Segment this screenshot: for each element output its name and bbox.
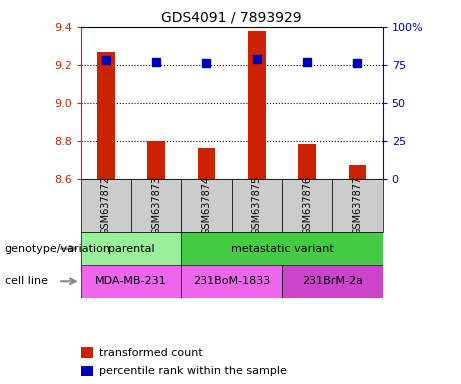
Text: parental: parental [108, 243, 154, 254]
Bar [181, 265, 282, 298]
Bar [148, 141, 165, 179]
Point [354, 60, 361, 66]
Title: GDS4091 / 7893929: GDS4091 / 7893929 [161, 10, 302, 24]
Text: cell line: cell line [5, 276, 47, 286]
Text: 231BoM-1833: 231BoM-1833 [193, 276, 270, 286]
Bar [298, 144, 316, 179]
Text: GSM637873: GSM637873 [151, 176, 161, 235]
Text: GSM637877: GSM637877 [353, 176, 362, 235]
Bar [131, 179, 181, 232]
Point [153, 59, 160, 65]
Bar [282, 179, 332, 232]
Text: percentile rank within the sample: percentile rank within the sample [99, 366, 287, 376]
Bar [81, 347, 93, 358]
Bar [332, 179, 383, 232]
Text: MDA-MB-231: MDA-MB-231 [95, 276, 167, 286]
Text: GSM637872: GSM637872 [101, 176, 111, 235]
Point [203, 60, 210, 66]
Text: 231BrM-2a: 231BrM-2a [302, 276, 363, 286]
Bar [97, 51, 115, 179]
Text: GSM637874: GSM637874 [201, 176, 212, 235]
Bar [198, 148, 215, 179]
Text: GSM637876: GSM637876 [302, 176, 312, 235]
Bar [81, 179, 131, 232]
Bar [181, 179, 231, 232]
Point [102, 57, 110, 63]
Text: metastatic variant: metastatic variant [230, 243, 333, 254]
Bar [181, 232, 383, 265]
Bar [231, 179, 282, 232]
Point [303, 59, 311, 65]
Text: GSM637875: GSM637875 [252, 176, 262, 235]
Bar [81, 232, 181, 265]
Text: transformed count: transformed count [99, 348, 202, 358]
Point [253, 56, 260, 62]
Text: genotype/variation: genotype/variation [5, 243, 111, 254]
Bar [248, 31, 266, 179]
Bar [349, 165, 366, 179]
Bar [81, 265, 181, 298]
Bar [81, 366, 93, 376]
Bar [282, 265, 383, 298]
